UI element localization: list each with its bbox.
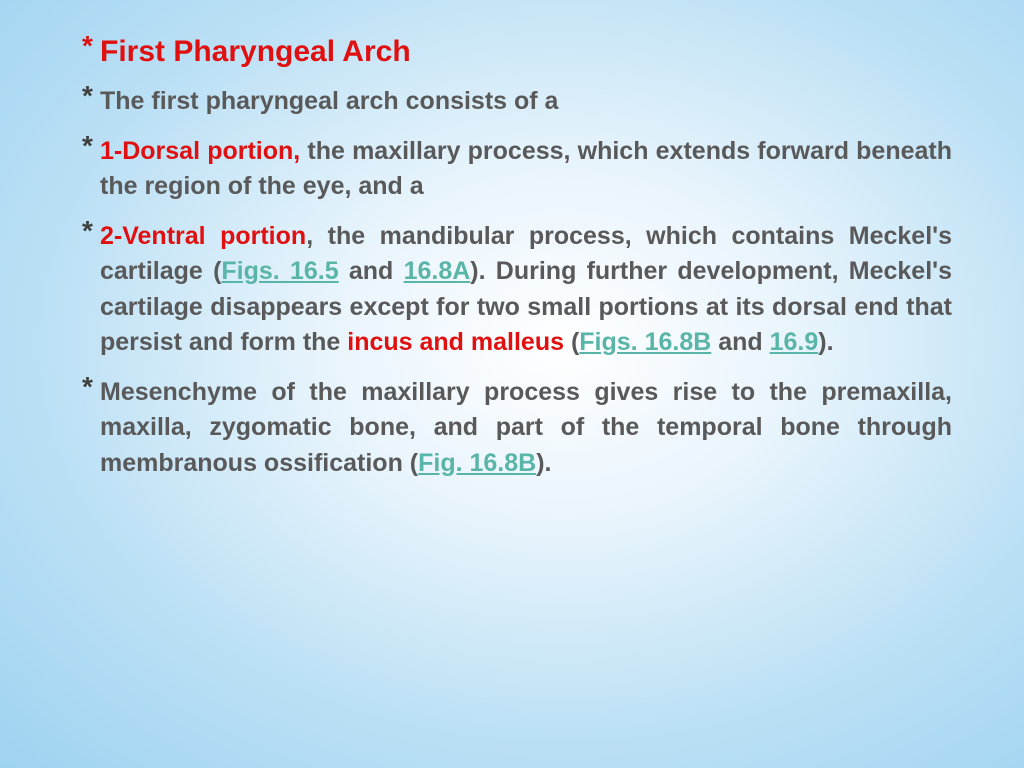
body-text: 1-Dorsal portion, the maxillary process,… <box>100 134 952 205</box>
body-segment: ). <box>818 328 833 356</box>
body-segment: and <box>711 328 769 356</box>
slide-content: First Pharyngeal Arch The first pharyngea… <box>0 0 1024 535</box>
figure-link[interactable]: Figs. 16.5 <box>221 257 338 285</box>
bullet-4: Mesenchyme of the maxillary process give… <box>100 375 952 482</box>
bullet-0: First Pharyngeal Arch <box>100 34 952 70</box>
body-text: 2-Ventral portion, the mandibular proces… <box>100 219 952 361</box>
highlight-text: 2-Ventral portion <box>100 222 306 250</box>
body-text: The first pharyngeal arch consists of a <box>100 84 952 120</box>
body-text: Mesenchyme of the maxillary process give… <box>100 375 952 482</box>
bullet-3: 2-Ventral portion, the mandibular proces… <box>100 219 952 361</box>
figure-link[interactable]: 16.8A <box>404 257 471 285</box>
figure-link[interactable]: Fig. 16.8B <box>418 449 536 477</box>
figure-link[interactable]: 16.9 <box>770 328 819 356</box>
highlight-text: incus and malleus <box>347 328 571 356</box>
bullet-2: 1-Dorsal portion, the maxillary process,… <box>100 134 952 205</box>
figure-link[interactable]: Figs. 16.8B <box>579 328 711 356</box>
body-segment: ). <box>536 449 551 477</box>
body-segment: and <box>339 257 404 285</box>
slide-title: First Pharyngeal Arch <box>100 34 952 70</box>
highlight-text: 1-Dorsal portion, <box>100 137 307 165</box>
bullet-1: The first pharyngeal arch consists of a <box>100 84 952 120</box>
